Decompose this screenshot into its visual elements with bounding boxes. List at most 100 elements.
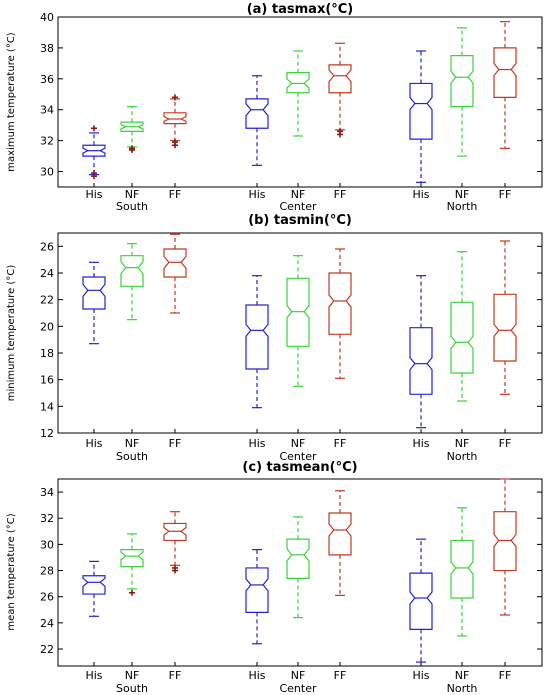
box-south-nf — [120, 106, 144, 153]
x-tick-label: FF — [499, 437, 512, 450]
y-tick-label: 40 — [40, 11, 54, 24]
iqr-box — [163, 248, 187, 278]
iqr-box — [450, 539, 474, 599]
y-tick-label: 28 — [40, 565, 54, 578]
iqr-box — [450, 301, 474, 374]
y-tick-label: 24 — [40, 267, 54, 280]
iqr-box — [493, 47, 517, 98]
iqr-box — [120, 121, 144, 132]
box-north-nf — [450, 507, 474, 637]
box-center-his — [245, 549, 269, 645]
iqr-box — [450, 55, 474, 108]
box-north-ff — [493, 21, 517, 149]
iqr-box — [493, 293, 517, 362]
iqr-box — [120, 255, 144, 287]
box-north-his — [409, 50, 433, 183]
iqr-box — [493, 511, 517, 572]
box-center-ff — [328, 490, 352, 596]
region-label: North — [447, 200, 478, 213]
y-axis-label: maximum temperature (°C) — [6, 32, 17, 171]
region-label: South — [116, 682, 148, 695]
iqr-box — [245, 304, 269, 370]
iqr-box — [163, 112, 187, 125]
box-center-ff — [328, 42, 352, 138]
box-center-his — [245, 275, 269, 409]
iqr-box — [409, 327, 433, 395]
panel-title: (c) tasmean(°C) — [242, 460, 357, 475]
y-tick-label: 32 — [40, 512, 54, 525]
plot-frame — [57, 478, 543, 667]
box-center-nf — [286, 516, 310, 619]
x-tick-label: His — [85, 437, 102, 450]
y-tick-label: 22 — [40, 294, 54, 307]
x-tick-label: His — [412, 188, 429, 201]
y-tick-label: 38 — [40, 42, 54, 55]
box-south-nf — [120, 533, 144, 596]
box-south-ff — [163, 94, 187, 149]
x-tick-label: NF — [291, 437, 306, 450]
iqr-box — [286, 72, 310, 94]
iqr-box — [409, 82, 433, 140]
box-center-nf — [286, 50, 310, 137]
y-tick-label: 18 — [40, 347, 54, 360]
x-tick-label: NF — [455, 437, 470, 450]
x-tick-label: His — [412, 437, 429, 450]
box-south-ff — [163, 233, 187, 314]
box-south-his — [82, 261, 106, 345]
region-label: Center — [279, 200, 317, 213]
x-tick-label: FF — [169, 188, 182, 201]
x-tick-label: NF — [125, 188, 140, 201]
iqr-box — [286, 538, 310, 579]
x-tick-label: NF — [125, 669, 140, 682]
iqr-box — [245, 567, 269, 613]
x-tick-label: FF — [334, 669, 347, 682]
iqr-box — [328, 512, 352, 556]
box-north-ff — [493, 478, 517, 616]
plot-frame — [57, 232, 543, 434]
y-tick-label: 26 — [40, 240, 54, 253]
y-tick-label: 14 — [40, 400, 54, 413]
y-tick-label: 30 — [40, 166, 54, 179]
box-north-ff — [493, 240, 517, 395]
y-tick-label: 24 — [40, 617, 54, 630]
x-tick-label: FF — [499, 188, 512, 201]
x-tick-label: NF — [455, 669, 470, 682]
x-tick-label: NF — [455, 188, 470, 201]
panel-tasmax: (a) tasmax(°C) 30 32 34 36 38 40 maximum temper… — [6, 2, 543, 213]
x-tick-label: His — [248, 188, 265, 201]
iqr-box — [82, 144, 106, 157]
y-tick-label: 12 — [40, 427, 54, 440]
iqr-box — [409, 572, 433, 630]
x-tick-label: FF — [334, 188, 347, 201]
box-south-his — [82, 560, 106, 617]
iqr-box — [120, 549, 144, 568]
region-label: North — [447, 450, 478, 463]
plot-frame — [57, 16, 543, 188]
y-tick-label: 32 — [40, 135, 54, 148]
box-south-ff — [163, 511, 187, 574]
x-tick-label: His — [85, 669, 102, 682]
panel-tasmin: (b) tasmin(°C) 12 14 16 18 20 22 24 26 minimum te… — [6, 213, 543, 463]
region-label: South — [116, 200, 148, 213]
iqr-box — [328, 64, 352, 94]
x-tick-label: NF — [125, 437, 140, 450]
box-south-his — [82, 125, 106, 180]
x-tick-label: NF — [291, 669, 306, 682]
region-label: Center — [279, 450, 317, 463]
y-tick-label: 30 — [40, 538, 54, 551]
region-label: Center — [279, 682, 317, 695]
y-tick-label: 34 — [40, 104, 54, 117]
iqr-box — [286, 277, 310, 347]
box-north-his — [409, 538, 433, 663]
y-axis-label: minimum temperature (°C) — [6, 265, 17, 402]
iqr-box — [328, 272, 352, 335]
x-tick-label: NF — [291, 188, 306, 201]
iqr-box — [163, 522, 187, 542]
y-tick-label: 20 — [40, 320, 54, 333]
panel-title: (a) tasmax(°C) — [247, 2, 354, 17]
x-tick-label: His — [412, 669, 429, 682]
region-label: North — [447, 682, 478, 695]
box-north-his — [409, 275, 433, 429]
panel-title: (b) tasmin(°C) — [248, 213, 352, 228]
